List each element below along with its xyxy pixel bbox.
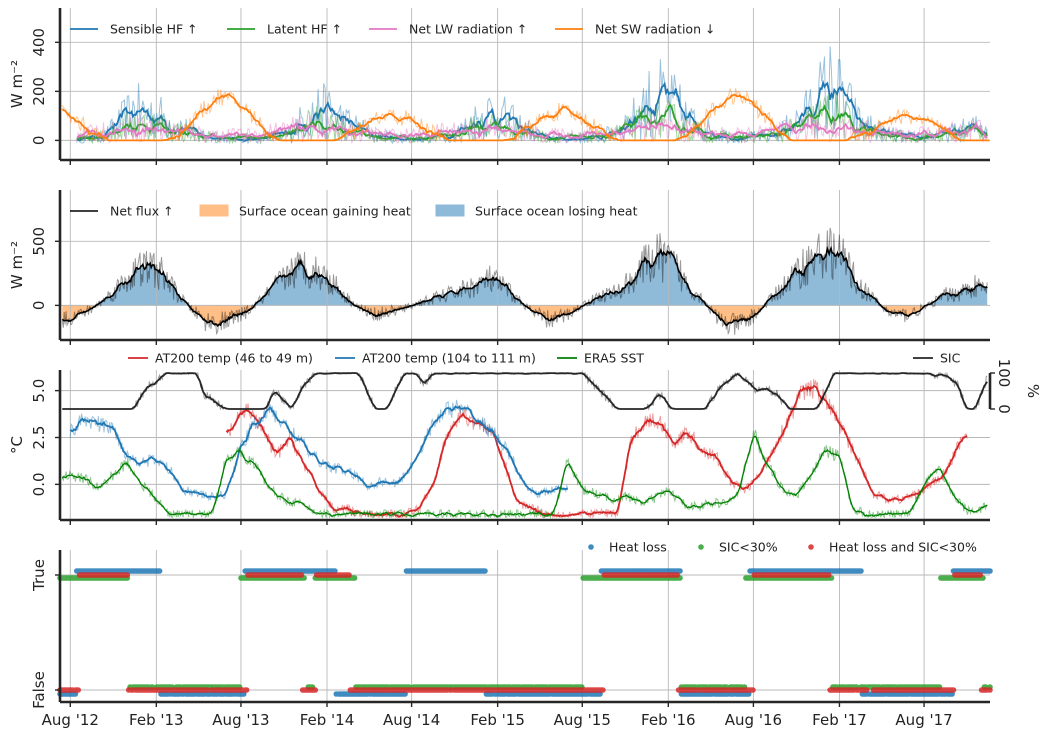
y2-axis-label: % [1024, 384, 1042, 398]
y2-tick-label: 0 [995, 404, 1013, 414]
heat-loss-point [156, 568, 163, 574]
x-tick-label: Aug '13 [212, 711, 269, 729]
x-tick-label: Aug '17 [895, 711, 952, 729]
sic-lt-30-point [351, 575, 358, 581]
heat-loss-and-sic-lt-30-point [750, 687, 756, 693]
legend-sic-series-label: SIC [940, 351, 961, 366]
legend-sic-lt-30-label: SIC<30% [719, 540, 778, 555]
heat-loss-and-sic-lt-30-point [863, 687, 870, 693]
net-flux-series [61, 245, 988, 328]
y-tick-label: 0.0 [30, 472, 48, 496]
legend-sic-lt-30-marker [698, 544, 704, 550]
y-tick-label: 400 [30, 28, 48, 57]
heat-loss-and-sic-lt-30-point [674, 572, 680, 578]
heat-loss-point [858, 568, 864, 574]
era5-sst-series [61, 435, 988, 518]
heat-loss-and-sic-lt-30-point [346, 572, 352, 578]
sic-series [62, 372, 988, 410]
x-tick-label: Aug '15 [554, 711, 611, 729]
legend-gaining-label: Surface ocean gaining heat [239, 204, 411, 219]
heat-loss-and-sic-lt-30-point [977, 572, 983, 578]
y-tick-label: 500 [30, 227, 48, 256]
x-tick-label: Feb '17 [812, 711, 867, 729]
heat-loss-and-sic-lt-30-point [243, 687, 250, 693]
y-tick-label: 2.5 [30, 426, 48, 450]
y-tick-label: 200 [30, 77, 48, 106]
heat-loss-and-sic-lt-30-points [57, 572, 993, 693]
legend-heat-loss-marker [588, 544, 594, 550]
panel3-y-axis-label: °C [8, 436, 26, 454]
x-tick-label: Feb '15 [470, 711, 525, 729]
x-tick-label: Feb '13 [129, 711, 184, 729]
sic-lt-30-points [57, 575, 993, 690]
y-tick-label: 0 [30, 301, 48, 311]
heat-loss-point [987, 568, 993, 574]
at200-46-49m-series-raw [226, 378, 968, 520]
net-flux-raw [61, 227, 988, 336]
x-tick-label: Feb '14 [300, 711, 355, 729]
x-tick-label: Aug '16 [725, 711, 782, 729]
surface-ocean-gaining-heat-fill [62, 305, 988, 326]
at200-46-49m-series [225, 385, 968, 518]
y-tick-label: True [30, 559, 48, 592]
heat-loss-point [482, 568, 488, 574]
heat-loss-and-sic-lt-30-point [987, 687, 993, 693]
legend-net-lw-series-label: Net LW radiation ↑ [409, 22, 527, 37]
legend-net-sw-series-label: Net SW radiation ↓ [595, 22, 715, 37]
at200-104-111m-series [69, 405, 569, 499]
legend-losing-label: Surface ocean losing heat [475, 204, 638, 219]
legend-heat-loss-and-sic-lt-30-label: Heat loss and SIC<30% [829, 540, 977, 555]
x-tick-label: Aug '14 [383, 711, 440, 729]
heat-loss-points [57, 568, 993, 697]
y-tick-label: 5.0 [30, 379, 48, 403]
legend-net-flux-label: Net flux ↑ [110, 204, 174, 219]
legend-losing-swatch [435, 204, 465, 217]
x-tick-label: Feb '16 [641, 711, 696, 729]
heat-loss-and-sic-lt-30-point [312, 687, 319, 693]
legend-heat-loss-and-sic-lt-30-marker [808, 544, 814, 550]
legend-sensible-hf-series-label: Sensible HF ↑ [110, 22, 198, 37]
heat-loss-and-sic-lt-30-point [825, 572, 832, 578]
x-tick-label: Aug '12 [42, 711, 99, 729]
legend-heat-loss-label: Heat loss [609, 540, 667, 555]
net-lw-series [76, 121, 988, 140]
legend-era5-sst-series-label: ERA5 SST [584, 351, 644, 366]
net-lw-series-raw [76, 112, 988, 145]
at200-104-111m-series-raw [69, 399, 569, 502]
net-sw-series [61, 93, 990, 142]
heat-loss-and-sic-lt-30-point [124, 572, 131, 578]
heat-loss-and-sic-lt-30-point [600, 687, 606, 693]
legend-at200-46-49m-series-label: AT200 temp (46 to 49 m) [155, 351, 313, 366]
legend-latent-hf-series-label: Latent HF ↑ [267, 22, 342, 37]
surface-ocean-losing-heat-fill [62, 248, 988, 306]
legend-at200-104-111m-series-label: AT200 temp (104 to 111 m) [362, 351, 536, 366]
panel2-y-axis-label: W m⁻² [8, 241, 26, 289]
y2-tick-label: 100 [995, 359, 1013, 388]
legend-gaining-swatch [199, 204, 229, 217]
heat-loss-and-sic-lt-30-point [950, 687, 957, 693]
y-tick-label: False [30, 671, 48, 709]
heat-loss-and-sic-lt-30-point [204, 687, 211, 693]
era5-sst-series-raw [61, 429, 988, 520]
panel1-y-axis-label: W m⁻² [8, 60, 26, 108]
y-tick-label: 0 [30, 136, 48, 146]
heat-loss-point [677, 568, 683, 574]
heat-loss-and-sic-lt-30-point [298, 572, 305, 578]
heat-loss-and-sic-lt-30-point [75, 687, 81, 693]
